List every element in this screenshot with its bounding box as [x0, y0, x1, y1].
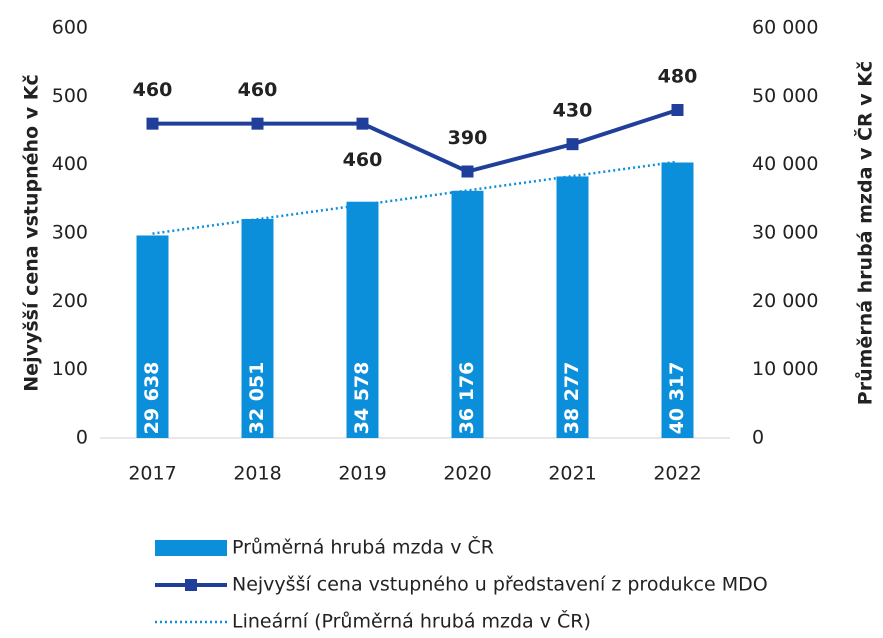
y-axis-title: Nejvyšší cena vstupného v Kč: [21, 74, 43, 391]
y2-axis-title: Průměrná hrubá mzda v ČR v Kč: [853, 61, 877, 405]
line-value-label: 460: [238, 79, 278, 101]
bar-value-label: 36 176: [456, 362, 478, 435]
trendline: [152, 160, 678, 235]
line-marker: [251, 117, 264, 130]
y2-tick-label: 30 000: [752, 222, 818, 244]
y-tick-label: 400: [52, 153, 88, 175]
bar-value-label: 32 051: [246, 362, 268, 435]
line: [152, 108, 679, 174]
bar: [451, 190, 484, 438]
y-tick-label: 300: [52, 222, 88, 244]
y-tick-label: 100: [52, 358, 88, 380]
x-tick-label: 2022: [653, 463, 701, 485]
y-tick-label: 600: [52, 17, 88, 39]
legend-label: Lineární (Průměrná hrubá mzda v ČR): [232, 609, 591, 633]
legend-swatch: [155, 540, 227, 556]
legend-label: Průměrná hrubá mzda v ČR: [232, 535, 494, 559]
y2-tick-label: 10 000: [752, 358, 818, 380]
y2-tick-label: 50 000: [752, 85, 818, 107]
bar-value-label: 34 578: [351, 362, 373, 435]
x-tick-label: 2019: [338, 463, 386, 485]
line-value-label: 480: [658, 66, 698, 88]
line-marker: [356, 117, 369, 130]
bar-value-label: 40 317: [666, 362, 688, 435]
bar: [346, 201, 379, 438]
y-tick-label: 0: [76, 427, 88, 449]
line-marker: [671, 104, 684, 116]
y2-tick-label: 40 000: [752, 153, 818, 175]
bar-value-label: 38 277: [561, 362, 583, 435]
y2-tick-label: 20 000: [752, 290, 818, 312]
line-marker: [461, 165, 474, 178]
x-tick-label: 2018: [233, 463, 281, 485]
y2-tick-label: 0: [752, 427, 764, 449]
x-tick-label: 2020: [443, 463, 491, 485]
x-tick-label: 2017: [128, 463, 176, 485]
legend-swatch-marker: [185, 579, 197, 591]
line-value-label: 460: [343, 149, 383, 171]
y2-tick-label: 60 000: [752, 17, 818, 39]
line-value-label: 390: [448, 127, 488, 149]
bar: [556, 176, 589, 439]
y-tick-label: 500: [52, 85, 88, 107]
bar: [661, 162, 694, 439]
legend-label: Nejvyšší cena vstupného u představení z …: [232, 574, 768, 596]
line-marker: [146, 117, 159, 130]
line-value-label: 460: [133, 79, 173, 101]
x-tick-label: 2021: [548, 463, 596, 485]
bar-value-label: 29 638: [141, 362, 163, 435]
bar: [241, 218, 274, 438]
bar: [136, 235, 169, 438]
line-marker: [566, 138, 579, 151]
y-tick-label: 200: [52, 290, 88, 312]
line-value-label: 430: [553, 100, 593, 122]
